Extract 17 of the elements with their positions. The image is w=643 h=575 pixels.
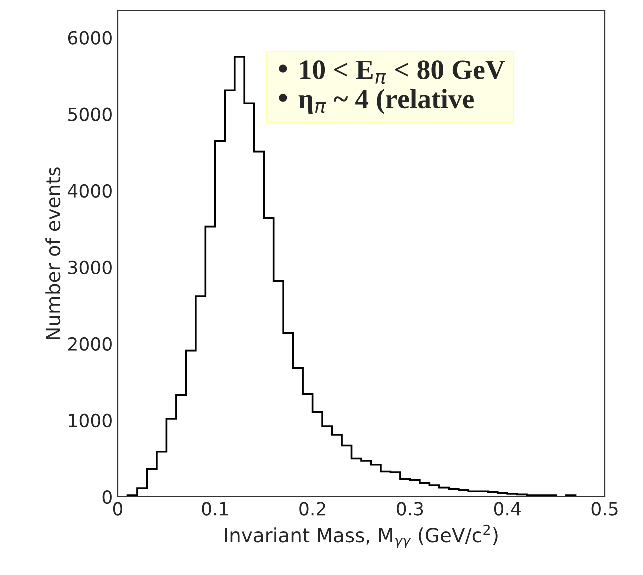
x-tick-label: 0.3 xyxy=(397,502,424,516)
x-tick-label: 0.5 xyxy=(592,502,618,516)
y-tick-label: 3000 xyxy=(68,260,112,275)
y-tick-label: 0 xyxy=(102,490,112,504)
x-tick-label: 0.4 xyxy=(494,502,521,516)
x-tick-label: 0.2 xyxy=(300,502,326,516)
annotation: • η$_{π}$ ~ 4 (relative xyxy=(279,89,474,114)
y-tick-label: 2000 xyxy=(68,337,112,352)
annotation: • 10 < E$_{π}$ < 80 GeV xyxy=(279,60,506,84)
x-tick-label: 0 xyxy=(113,502,123,516)
x-tick-label: 0.1 xyxy=(202,502,228,516)
y-axis-title: Number of events xyxy=(46,168,61,340)
y-tick-label: 5000 xyxy=(68,108,112,122)
y-tick-label: 4000 xyxy=(68,184,112,198)
y-tick-label: 6000 xyxy=(68,31,112,45)
x-axis-title: Invariant Mass, M$_{γγ}$ (GeV/c$^{2}$) xyxy=(225,524,498,548)
y-tick-label: 1000 xyxy=(69,414,112,428)
